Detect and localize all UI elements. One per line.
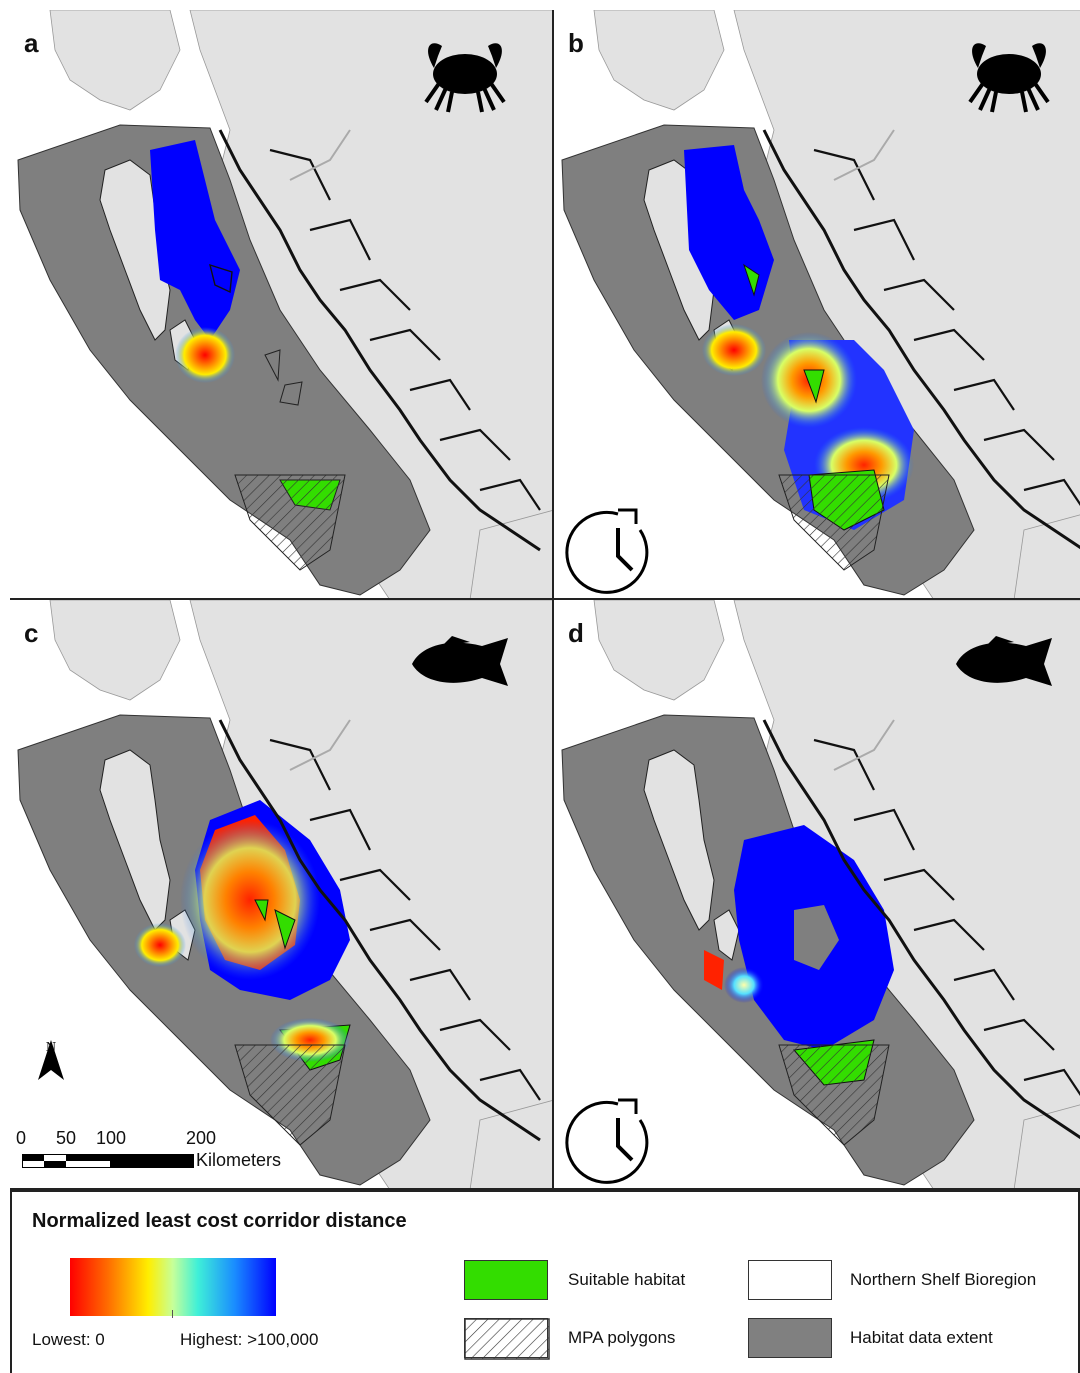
map-panel-c: c N 0 50 100 200 Kilometers <box>10 600 554 1190</box>
suitable-habitat-label: Suitable habitat <box>568 1270 686 1289</box>
panel-letter: b <box>568 28 584 58</box>
mpa-polygons-label: MPA polygons <box>568 1328 676 1347</box>
color-gradient-bar <box>70 1258 276 1316</box>
panel-letter: c <box>24 618 39 648</box>
scale-unit-label: Kilometers <box>196 1150 282 1170</box>
map-svg <box>10 600 552 1188</box>
northern-shelf-swatch <box>748 1260 832 1300</box>
crab-icon <box>424 43 506 113</box>
panel-letter: a <box>24 28 39 58</box>
panel-letter: d <box>568 618 584 648</box>
legend: Normalized least cost corridor distance … <box>10 1190 1080 1373</box>
north-arrow: N <box>36 1040 66 1080</box>
mpa-polygons-swatch <box>464 1318 550 1360</box>
map-svg <box>554 10 1080 598</box>
suitable-habitat-swatch <box>464 1260 548 1300</box>
gradient-tick <box>172 1310 173 1318</box>
habitat-extent-swatch <box>748 1318 832 1358</box>
scale-tick-label: 0 <box>16 1128 27 1148</box>
scale-tick-label: 100 <box>96 1128 127 1148</box>
map-svg <box>554 600 1080 1188</box>
fish-icon <box>956 636 1052 686</box>
clock-icon <box>565 508 649 594</box>
northern-shelf-label: Northern Shelf Bioregion <box>850 1270 1037 1289</box>
habitat-extent-label: Habitat data extent <box>850 1328 993 1347</box>
map-svg <box>10 10 552 598</box>
clock-icon <box>565 1098 649 1184</box>
scale-tick-label: 200 <box>186 1128 217 1148</box>
map-panel-a: a <box>10 10 554 600</box>
scale-bar: 0 50 100 200 Kilometers <box>16 1128 316 1178</box>
crab-icon <box>968 43 1050 113</box>
gradient-high-label: Highest: >100,000 <box>180 1330 319 1349</box>
legend-title: Normalized least cost corridor distance <box>32 1210 407 1232</box>
scale-tick-label: 50 <box>56 1128 77 1148</box>
fish-icon <box>412 636 508 686</box>
map-panel-b: b <box>554 10 1080 600</box>
gradient-low-label: Lowest: 0 <box>32 1330 105 1349</box>
map-panel-d: d <box>554 600 1080 1190</box>
